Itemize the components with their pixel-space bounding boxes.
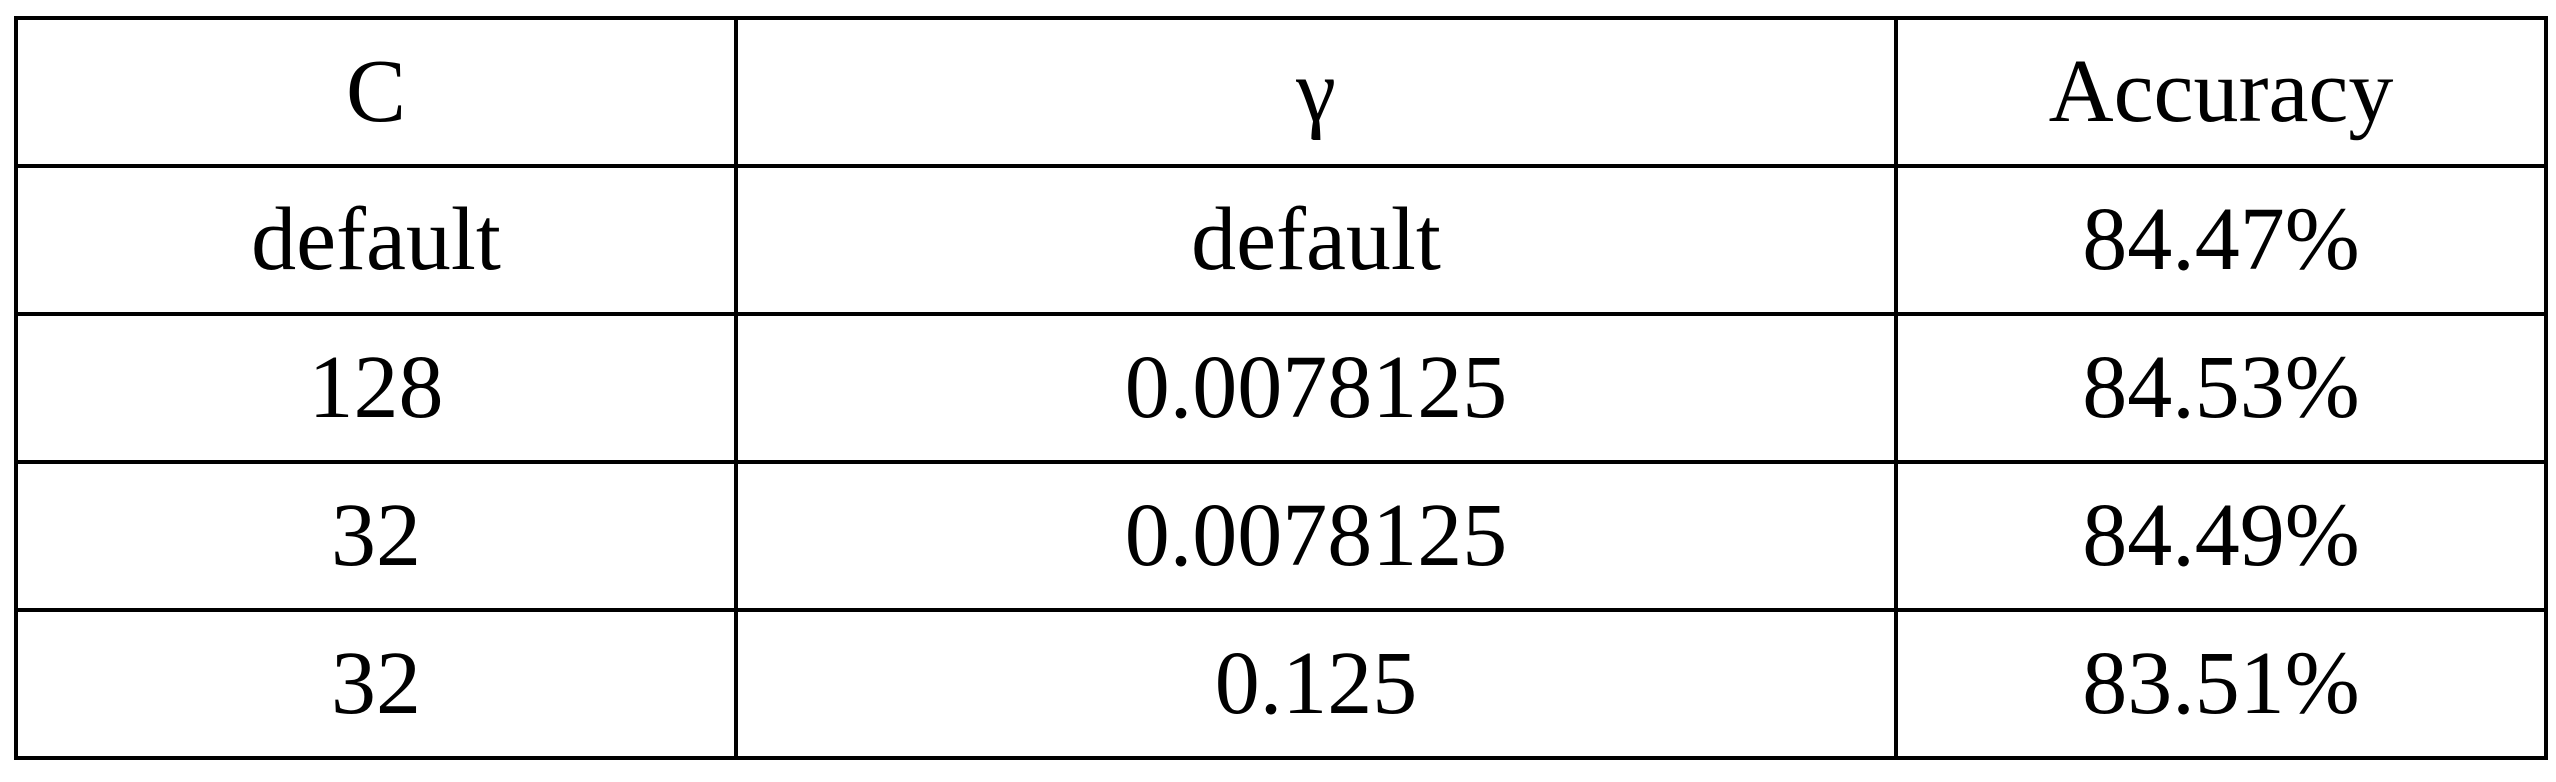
cell-gamma: 0.125 — [734, 608, 1898, 760]
header-accuracy: Accuracy — [1894, 16, 2548, 168]
results-table-container: C γ Accuracy default default 84.47% 128 … — [14, 16, 2548, 760]
cell-c: default — [14, 164, 738, 316]
table-row: 128 0.0078125 84.53% — [14, 312, 2548, 464]
cell-gamma: 0.0078125 — [734, 460, 1898, 612]
header-c: C — [14, 16, 738, 168]
cell-gamma: 0.0078125 — [734, 312, 1898, 464]
table-row: 32 0.0078125 84.49% — [14, 460, 2548, 612]
cell-accuracy: 84.53% — [1894, 312, 2548, 464]
cell-c: 128 — [14, 312, 738, 464]
table-row: 32 0.125 83.51% — [14, 608, 2548, 760]
table-row: default default 84.47% — [14, 164, 2548, 316]
header-gamma: γ — [734, 16, 1898, 168]
cell-c: 32 — [14, 460, 738, 612]
cell-accuracy: 83.51% — [1894, 608, 2548, 760]
header-row: C γ Accuracy — [14, 16, 2548, 168]
cell-gamma: default — [734, 164, 1898, 316]
cell-c: 32 — [14, 608, 738, 760]
table-header: C γ Accuracy — [14, 16, 2548, 168]
table-body: default default 84.47% 128 0.0078125 84.… — [14, 164, 2548, 760]
cell-accuracy: 84.49% — [1894, 460, 2548, 612]
cell-accuracy: 84.47% — [1894, 164, 2548, 316]
results-table: C γ Accuracy default default 84.47% 128 … — [14, 16, 2548, 760]
